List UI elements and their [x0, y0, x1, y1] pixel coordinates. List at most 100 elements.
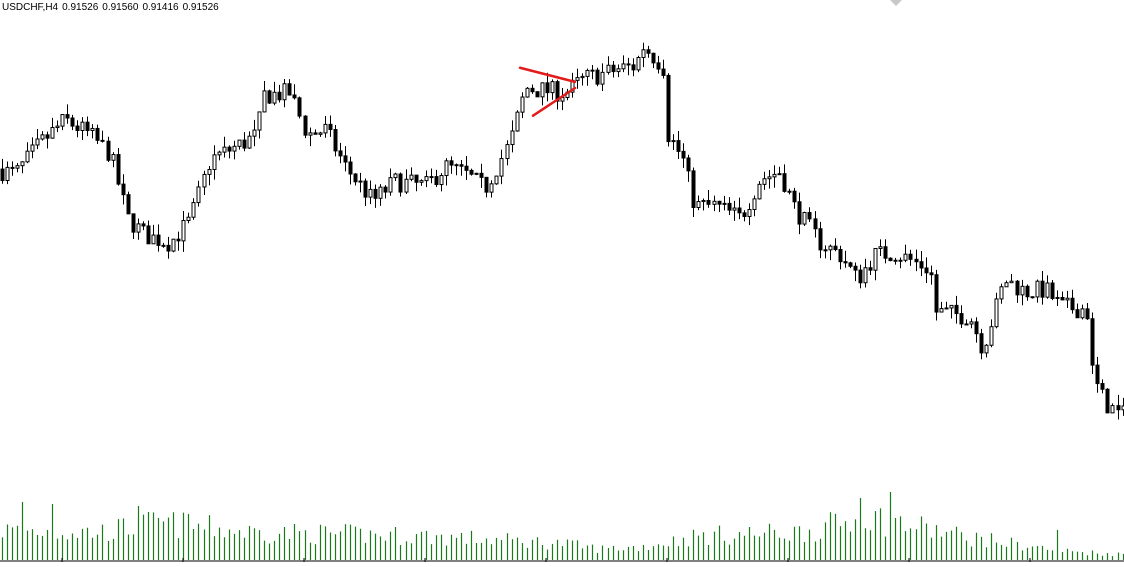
candle	[903, 244, 908, 263]
candle	[141, 221, 146, 231]
candle	[474, 172, 479, 176]
triangle-upper-line[interactable]	[518, 66, 577, 84]
candle	[277, 84, 282, 103]
candle	[318, 131, 323, 137]
candle-body-bear	[954, 304, 959, 315]
candle	[484, 176, 489, 198]
candle-body-bear	[100, 139, 105, 142]
candle-body-bear	[595, 69, 600, 85]
candle	[691, 167, 696, 217]
candle	[813, 211, 818, 238]
candle-body-bull	[505, 144, 510, 160]
candle-body-bear	[626, 63, 631, 66]
candle-body-bull	[232, 145, 237, 152]
candle-body-bull	[136, 223, 141, 233]
symbol-timeframe: USDCHF,H4	[2, 2, 59, 13]
candle	[934, 269, 939, 321]
candle-body-bear	[666, 74, 671, 143]
candle	[1085, 302, 1090, 320]
candle	[1040, 271, 1045, 305]
candle	[701, 198, 706, 211]
candle-body-bull	[186, 216, 191, 221]
candle-body-bear	[888, 257, 893, 262]
open-price: 0.91526	[62, 2, 99, 13]
candle-body-bull	[984, 344, 989, 354]
candle	[505, 140, 510, 166]
candle	[186, 212, 191, 224]
chart-shift-marker[interactable]	[890, 0, 902, 6]
candle	[616, 64, 621, 78]
candle-body-bull	[80, 121, 85, 131]
candle-body-bull	[161, 244, 166, 247]
candle	[712, 195, 717, 212]
candle	[797, 192, 802, 235]
candle-body-bear	[848, 262, 853, 267]
candle-body-bear	[459, 164, 464, 167]
candle-body-bear	[1050, 282, 1055, 299]
candle-body-bear	[353, 173, 358, 183]
candle-body-bull	[111, 154, 116, 161]
candle	[85, 116, 90, 137]
candle	[116, 147, 121, 186]
candle	[70, 114, 75, 131]
candle-body-bear	[0, 168, 5, 182]
candle	[181, 210, 186, 252]
candle	[1090, 312, 1095, 375]
candle	[651, 52, 656, 69]
candle-body-bear	[656, 62, 661, 70]
candle	[944, 301, 949, 310]
candle	[338, 142, 343, 164]
candle-body-bear	[1090, 318, 1095, 366]
candle-body-bear	[934, 274, 939, 313]
candle-body-bull	[202, 173, 207, 188]
candle	[676, 131, 681, 159]
candle	[717, 200, 722, 212]
candle-body-bear	[924, 267, 929, 274]
candle-body-bull	[1080, 308, 1085, 319]
candle-body-bear	[782, 173, 787, 192]
candle-body-bull	[20, 161, 25, 167]
candle	[237, 139, 242, 150]
candle	[510, 120, 515, 153]
candle	[666, 73, 671, 147]
candle-body-bear	[227, 146, 232, 152]
candle	[646, 45, 651, 58]
candle-body-bull	[454, 164, 459, 167]
candle-body-bear	[373, 188, 378, 199]
candle	[166, 236, 171, 259]
candle	[313, 129, 318, 135]
candle	[95, 124, 100, 145]
candle-body-bear	[1095, 364, 1100, 385]
candle	[893, 257, 898, 265]
candle	[843, 250, 848, 268]
candle-body-bear	[141, 223, 146, 227]
candle-body-bull	[252, 129, 257, 137]
candle	[626, 57, 631, 76]
candle-body-bull	[207, 168, 212, 175]
time-axis-ticks	[61, 558, 1031, 562]
candle-body-bear	[1040, 280, 1045, 298]
candle-body-bear	[742, 212, 747, 217]
candle	[580, 73, 585, 86]
candle	[55, 120, 60, 133]
candle-body-bear	[651, 52, 656, 64]
candle-body-bull	[999, 286, 1004, 300]
candle	[328, 115, 333, 137]
chart-shift-icon[interactable]	[890, 0, 902, 6]
candle-body-bull	[191, 202, 196, 218]
candle	[191, 198, 196, 220]
candle-body-bear	[908, 253, 913, 260]
candle-body-bull	[196, 186, 201, 204]
candle	[469, 168, 474, 176]
candle-body-bull	[752, 198, 757, 211]
candle-body-bear	[914, 258, 919, 263]
candle-body-bear	[166, 244, 171, 252]
candle-body-bear	[545, 82, 550, 94]
candle-body-bull	[1035, 280, 1040, 298]
candle-body-bear	[1030, 296, 1035, 299]
triangle-lower-line[interactable]	[531, 86, 577, 117]
candle-body-bear	[333, 129, 338, 152]
candle-body-bull	[181, 219, 186, 242]
